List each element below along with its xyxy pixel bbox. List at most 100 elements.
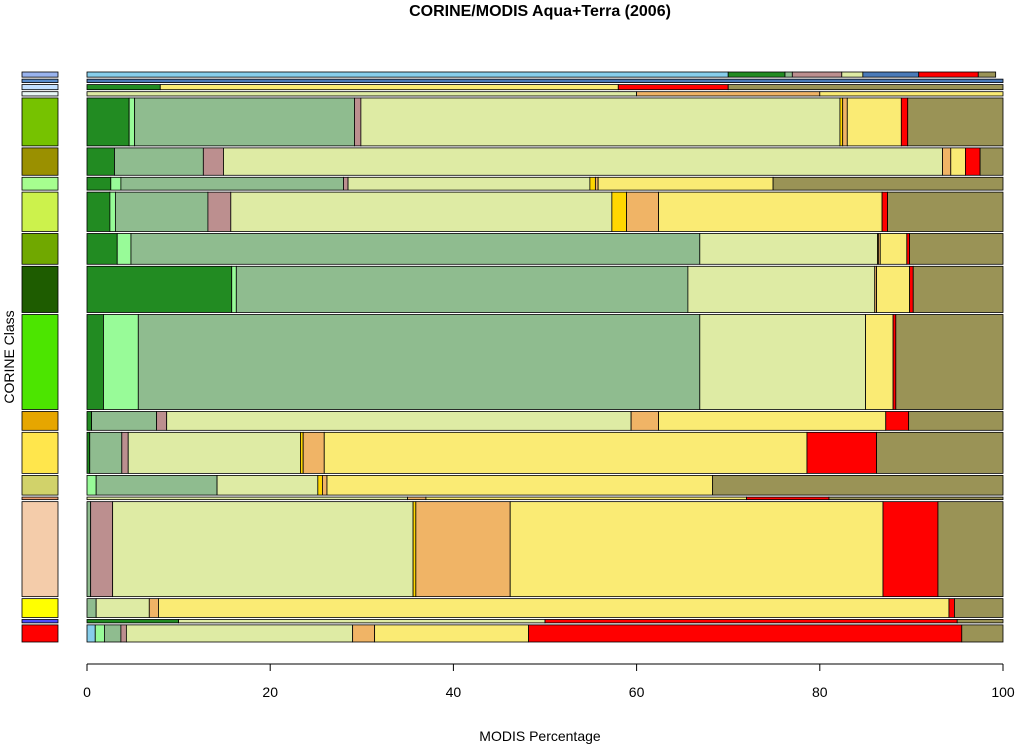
mosaic-segment [882,501,939,598]
mosaic-segment [881,191,888,232]
mosaic-segment [528,624,963,643]
mosaic-segment [937,501,1004,598]
mosaic-segment [223,147,943,176]
mosaic-segment [544,619,958,624]
mosaic-segment [110,176,122,191]
mosaic-segment [977,71,997,78]
mosaic-segment [104,624,122,643]
mosaic-segment [235,265,689,313]
mosaic-segment [900,97,909,147]
mosaic-segment [90,501,114,598]
mosaic-segment [712,474,1004,496]
chart-title: CORINE/MODIS Aqua+Terra (2006) [409,3,671,20]
mosaic-segment [86,91,637,97]
mosaic-segment [326,474,714,496]
x-tick-label: 80 [812,684,828,700]
mosaic-segment [658,191,883,232]
mosaic-segment [120,624,127,643]
mosaic-segment [626,191,659,232]
mosaic-segment [114,191,209,232]
mosaic-segment [727,84,1004,91]
mosaic-segment [979,147,1004,176]
mosaic-segment [806,431,877,474]
mosaic-segment [207,191,232,232]
mosaic-segment [86,147,115,176]
x-axis: 0 20 40 60 80 100 [83,663,1015,700]
corine-class-swatch [21,191,59,232]
corine-class-swatch [21,624,59,643]
mosaic-segment [819,91,1004,97]
corine-class-swatch [21,71,59,78]
corine-class-swatch [21,619,59,624]
mosaic-segment [636,91,821,97]
mosaic-segment [116,233,132,265]
mosaic-segment [828,496,1004,501]
mosaic-segment [746,496,830,501]
mosaic-segment [412,501,417,598]
mosaic-segment [912,265,1004,313]
mosaic-segment [216,474,319,496]
mosaic-segment [876,431,1004,474]
mosaic-segment [112,501,414,598]
mosaic-segment [158,598,950,618]
mosaic-segment [322,474,328,496]
mosaic-segment [687,265,876,313]
corine-class-swatch [21,501,59,598]
mosaic-segment [86,431,91,474]
mosaic-segment [109,191,116,232]
mosaic-segment [347,176,591,191]
mosaic-segment [909,233,1004,265]
mosaic-segment [784,71,793,78]
mosaic-segment [128,97,136,147]
mosaic-segment [86,233,118,265]
mosaic-segment [86,619,179,624]
mosaic-plot [86,71,1004,643]
mosaic-segment [956,619,1004,624]
y-axis-label: CORINE Class [1,310,17,403]
mosaic-segment [103,314,139,410]
mosaic-segment [895,314,1004,410]
corine-class-swatch [21,411,59,431]
x-tick-label: 20 [262,684,278,700]
corine-class-swatch [21,598,59,618]
mosaic-segment [415,501,511,598]
corine-class-swatch [21,97,59,147]
mosaic-segment [907,97,1004,147]
mosaic-segment [909,265,914,313]
mosaic-segment [120,176,344,191]
corine-class-swatch [21,474,59,496]
mosaic-segment [948,598,955,618]
mosaic-segment [906,233,910,265]
mosaic-segment [302,431,325,474]
mosaic-segment [91,411,158,431]
mosaic-segment [617,84,729,91]
mosaic-segment [125,624,354,643]
mosaic-segment [86,71,729,78]
mosaic-segment [86,624,96,643]
corine-class-swatch [21,91,59,97]
mosaic-segment [317,474,323,496]
mosaic-segment [885,411,910,431]
corine-class-swatch [21,314,59,410]
corine-class-swatch [21,84,59,91]
mosaic-segment [630,411,659,431]
mosaic-segment [879,233,908,265]
mosaic-segment [166,411,632,431]
corine-class-strip [21,71,59,643]
corine-class-swatch [21,147,59,176]
mosaic-segment [121,431,129,474]
mosaic-segment [699,314,867,410]
mosaic-segment [86,598,97,618]
mosaic-segment [86,78,1004,83]
mosaic-segment [159,84,619,91]
mosaic-segment [86,84,161,91]
mosaic-segment [134,97,355,147]
mosaic-segment [699,233,878,265]
x-tick-label: 0 [83,684,91,700]
mosaic-segment [323,431,808,474]
mosaic-segment [127,431,301,474]
corine-class-swatch [21,265,59,313]
mosaic-segment [86,191,111,232]
mosaic-segment [839,97,844,147]
